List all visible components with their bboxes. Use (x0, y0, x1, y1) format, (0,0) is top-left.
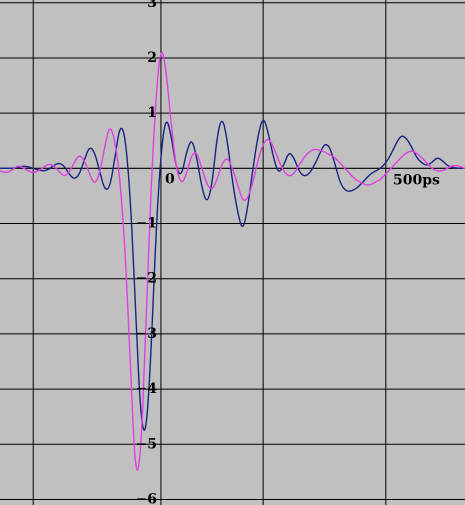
x-tick-label: 500ps (393, 172, 440, 188)
y-tick-label: −6 (135, 491, 156, 505)
y-tick-label: −1 (135, 216, 156, 232)
y-tick-label: 1 (147, 105, 157, 121)
series-line-1 (0, 119, 465, 431)
y-tick-label: −3 (135, 326, 156, 342)
y-tick-label: 0 (165, 171, 175, 187)
vertical-gridlines (32, 0, 387, 505)
y-tick-label: 3 (147, 0, 157, 11)
y-tick-label: −4 (135, 381, 157, 397)
y-tick-label: 2 (147, 50, 157, 66)
series-line-2 (0, 52, 465, 471)
y-tick-label: −5 (135, 436, 156, 452)
y-tick-label: −2 (135, 271, 156, 287)
x-tick-labels: 500ps (393, 172, 440, 188)
series-layer (0, 52, 465, 471)
y-tick-labels: 3 2 1 0 −1 −2 −3 −4 −5 −6 (135, 0, 174, 505)
